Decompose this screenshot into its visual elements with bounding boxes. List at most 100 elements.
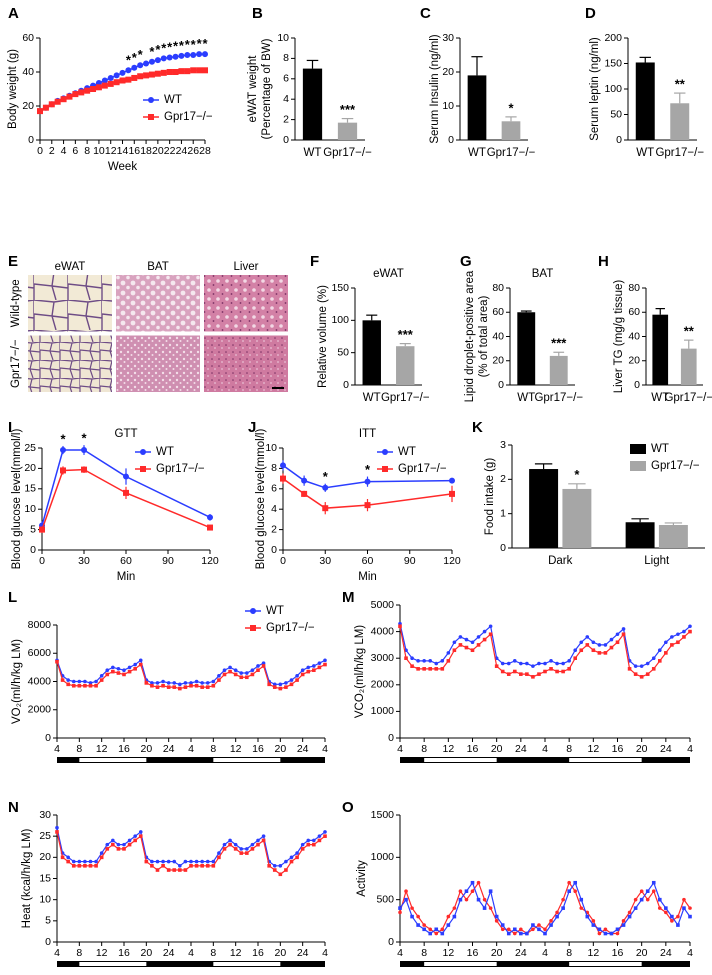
data-point xyxy=(585,914,590,919)
data-point xyxy=(657,906,662,910)
panel-letter: F xyxy=(310,253,319,270)
data-point xyxy=(90,86,97,92)
y-tick-label: 25 xyxy=(39,830,51,842)
data-point xyxy=(531,927,535,932)
data-point xyxy=(200,859,204,864)
x-tick-label: 20 xyxy=(491,947,503,959)
data-point xyxy=(603,927,608,932)
data-point xyxy=(306,669,311,674)
data-point xyxy=(416,667,420,671)
significance: * xyxy=(149,44,155,59)
data-point xyxy=(190,52,197,58)
x-tick-label: 12 xyxy=(96,743,108,755)
data-point xyxy=(506,927,511,932)
data-point xyxy=(488,632,493,637)
data-point xyxy=(217,855,221,860)
data-point xyxy=(205,681,210,685)
data-point xyxy=(144,681,149,685)
data-point xyxy=(161,679,165,684)
data-point xyxy=(621,919,626,923)
data-point xyxy=(312,842,316,847)
data-point xyxy=(682,629,686,634)
data-point xyxy=(289,682,294,687)
column-label: eWAT xyxy=(55,261,86,273)
y-axis-label: Relative volume (%) xyxy=(317,285,329,388)
data-point xyxy=(422,923,426,927)
x-tick-label: WT xyxy=(468,147,486,159)
y-tick-label: 0 xyxy=(30,544,36,556)
y-tick-label: 0 xyxy=(45,732,51,744)
data-point xyxy=(323,830,327,834)
data-point xyxy=(404,897,408,902)
data-point xyxy=(284,868,288,872)
data-point xyxy=(99,678,104,682)
data-point xyxy=(60,678,65,682)
x-axis-label: Min xyxy=(117,571,136,583)
x-tick-label: 4 xyxy=(322,947,328,959)
data-point xyxy=(211,864,216,868)
legend-marker xyxy=(382,466,388,472)
data-point xyxy=(464,897,469,902)
micrograph-image xyxy=(116,275,200,332)
data-point xyxy=(549,919,553,923)
data-point xyxy=(228,665,232,670)
data-point xyxy=(446,923,451,927)
data-point xyxy=(664,906,668,910)
data-point xyxy=(155,685,160,689)
x-tick-label: 4 xyxy=(188,743,194,755)
data-point xyxy=(245,851,249,855)
data-point xyxy=(525,672,529,676)
y-tick-label: 60 xyxy=(628,306,640,318)
data-point xyxy=(99,855,104,860)
y-tick-label: 80 xyxy=(492,282,504,294)
significance: * xyxy=(60,431,66,446)
x-tick-label: Gpr17−/− xyxy=(534,392,583,404)
x-tick-label: 24 xyxy=(163,947,175,959)
data-point xyxy=(150,864,154,868)
data-point xyxy=(488,906,493,910)
data-point xyxy=(555,910,559,915)
data-point xyxy=(202,51,208,58)
x-tick-label: 60 xyxy=(120,555,132,567)
panel-letter: N xyxy=(8,799,19,816)
y-axis-label: Serum Insulin (ng/ml) xyxy=(429,34,441,143)
data-point xyxy=(284,859,288,864)
x-tick-label: 8 xyxy=(210,743,216,755)
data-point xyxy=(278,686,283,691)
data-point xyxy=(245,675,249,680)
data-point xyxy=(639,897,644,902)
x-tick-label: 4 xyxy=(687,743,693,755)
panel-letter: K xyxy=(472,419,483,436)
data-point xyxy=(105,842,110,847)
x-tick-label: WT xyxy=(651,392,669,404)
data-point xyxy=(194,683,199,688)
data-point xyxy=(657,659,662,663)
data-point xyxy=(83,859,87,864)
x-tick-label: 0 xyxy=(280,555,286,567)
significance: * xyxy=(126,52,132,67)
y-axis-label: Food intake (g) xyxy=(484,458,496,536)
x-tick-label: 4 xyxy=(54,947,60,959)
data-point xyxy=(144,859,149,864)
x-tick-label: 8 xyxy=(210,947,216,959)
data-point xyxy=(645,672,650,676)
legend-marker xyxy=(250,608,256,614)
y-tick-label: 100 xyxy=(604,83,622,95)
data-point xyxy=(549,667,553,671)
data-point xyxy=(88,681,93,685)
data-point xyxy=(178,868,182,872)
data-point xyxy=(138,830,143,834)
data-point xyxy=(172,681,177,685)
data-point xyxy=(452,914,457,919)
data-point xyxy=(55,825,59,830)
data-point xyxy=(440,931,445,936)
significance: * xyxy=(179,38,185,53)
data-point xyxy=(256,668,260,672)
data-point xyxy=(190,67,197,74)
legend-label: Gpr17−/− xyxy=(156,463,205,475)
data-point xyxy=(476,643,481,647)
data-point xyxy=(113,79,120,86)
significance: * xyxy=(161,40,167,55)
data-point xyxy=(233,672,238,677)
